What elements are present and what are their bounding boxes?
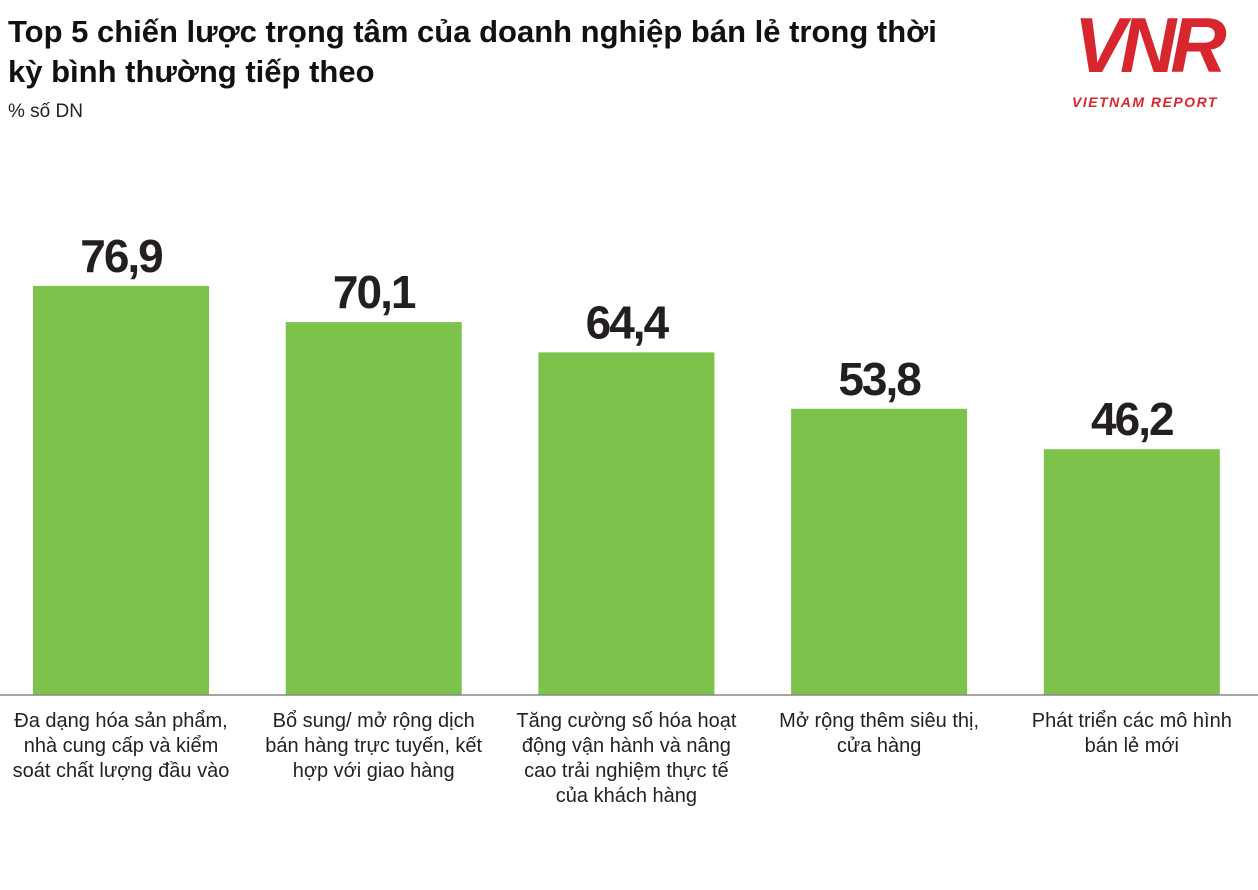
bar bbox=[1043, 449, 1220, 695]
value-label: 70,1 bbox=[333, 266, 416, 318]
value-label: 46,2 bbox=[1091, 393, 1173, 445]
logo-mark: VNR bbox=[1074, 1, 1227, 89]
bar bbox=[791, 408, 968, 695]
value-label: 64,4 bbox=[586, 296, 670, 348]
x-tick-label: Phát triển các mô hình bán lẻ mới bbox=[1031, 710, 1232, 757]
bar bbox=[285, 322, 462, 695]
value-label: 76,9 bbox=[80, 230, 162, 282]
bar bbox=[33, 285, 209, 695]
logo-name: VIETNAM REPORT bbox=[1072, 94, 1218, 110]
x-tick-label: Bổ sung/ mở rộng dịch bán hàng trực tuyế… bbox=[265, 710, 483, 782]
x-tick-label: Mở rộng thêm siêu thị, cửa hàng bbox=[779, 710, 980, 757]
chart-title: Top 5 chiến lược trọng tâm của doanh ngh… bbox=[8, 14, 937, 89]
value-label: 53,8 bbox=[838, 353, 921, 405]
chart-subtitle: % số DN bbox=[8, 101, 83, 122]
x-tick-label: Đa dạng hóa sản phẩm, nhà cung cấp và ki… bbox=[12, 710, 230, 782]
x-tick-label: Tăng cường số hóa hoạt động vận hành và … bbox=[516, 710, 737, 807]
bar bbox=[538, 352, 715, 695]
